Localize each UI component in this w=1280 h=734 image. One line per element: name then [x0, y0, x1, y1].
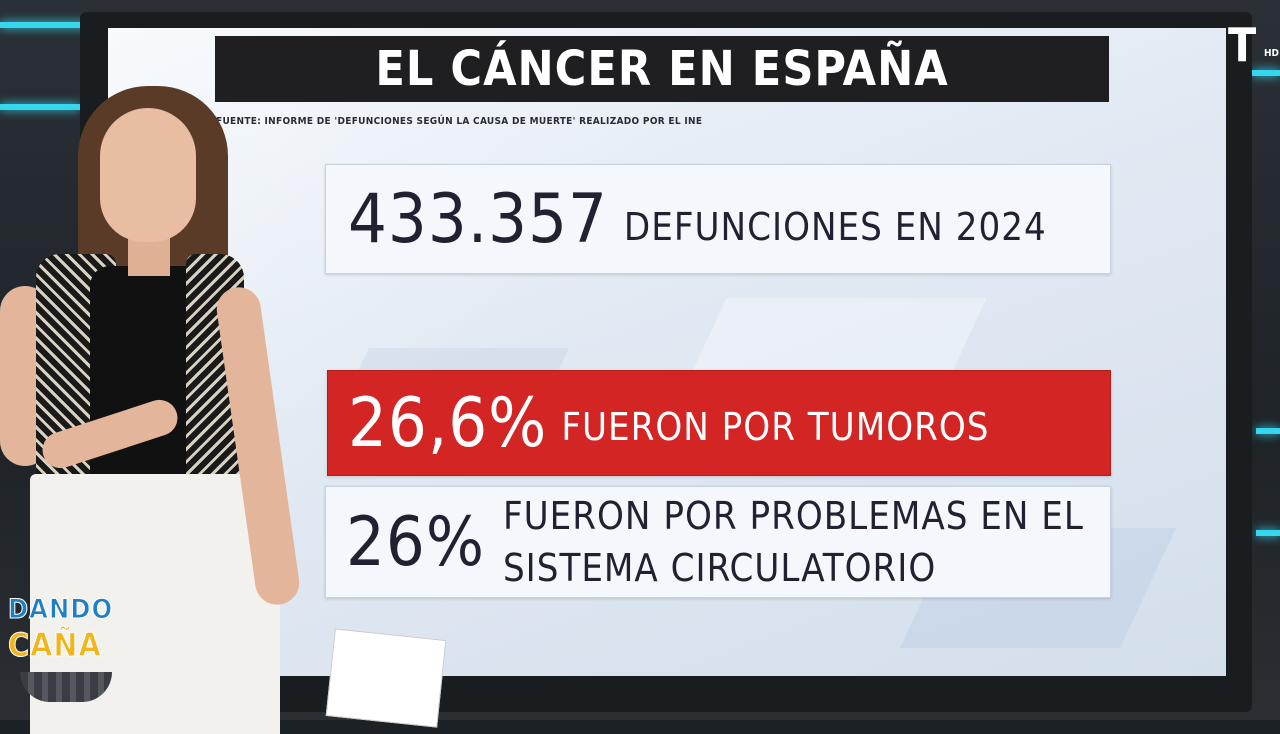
- show-logo-line: CAÑA: [8, 626, 102, 665]
- stat-text-line: SISTEMA CIRCULATORIO: [502, 546, 937, 590]
- channel-mark: T: [1228, 18, 1257, 72]
- stat-text: FUERON POR PROBLEMAS EN EL SISTEMA CIRCU…: [503, 490, 1084, 594]
- source-note: FUENTE: INFORME DE 'DEFUNCIONES SEGÚN LA…: [216, 116, 703, 127]
- stat-tumors: 26,6% FUERON POR TUMOROS: [327, 370, 1111, 476]
- stat-value: 433.357: [348, 179, 608, 259]
- neon-light: [1252, 70, 1280, 76]
- stat-text-line: FUERON POR PROBLEMAS EN EL: [502, 494, 1084, 538]
- presenter-face: [100, 108, 196, 242]
- background-facet: [689, 298, 987, 378]
- skyline-icon: [20, 672, 112, 702]
- stat-text: DEFUNCIONES EN 2024: [623, 205, 1047, 249]
- paper-notes: [325, 628, 447, 728]
- neon-light: [1256, 530, 1280, 536]
- stat-value: 26%: [346, 502, 485, 582]
- neon-light: [1256, 428, 1280, 434]
- neon-light: [0, 104, 80, 110]
- presenter-neck: [128, 236, 170, 276]
- stat-circulatory: 26% FUERON POR PROBLEMAS EN EL SISTEMA C…: [325, 486, 1111, 598]
- neon-light: [0, 22, 90, 28]
- show-logo: DANDO CAÑA: [2, 592, 130, 710]
- show-logo-line: DANDO: [7, 594, 114, 626]
- channel-logo: T HD: [1228, 20, 1280, 70]
- infographic-title: EL CÁNCER EN ESPAÑA: [375, 41, 949, 97]
- stat-deaths: 433.357 DEFUNCIONES EN 2024: [325, 164, 1111, 274]
- stat-text: FUERON POR TUMOROS: [561, 405, 990, 449]
- stat-value: 26,6%: [348, 383, 548, 463]
- channel-suffix: HD: [1264, 48, 1279, 59]
- title-bar: EL CÁNCER EN ESPAÑA: [215, 36, 1109, 102]
